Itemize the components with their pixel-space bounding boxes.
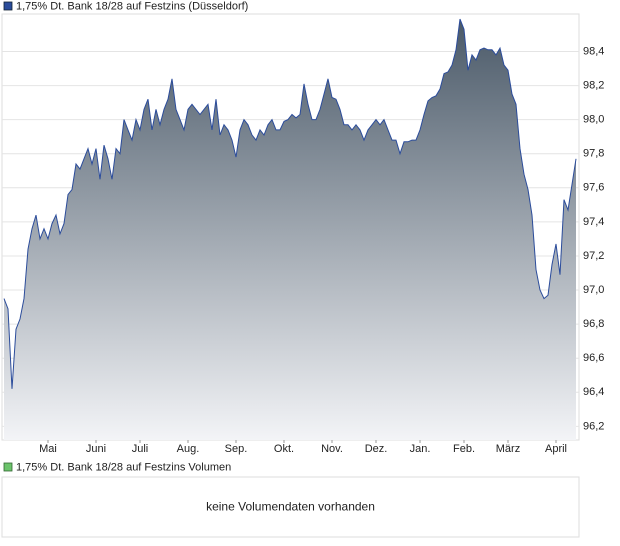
legend-swatch [3,1,13,11]
y-tick-label: 97,8 [583,148,604,160]
y-tick-label: 96,8 [583,318,604,330]
y-tick-label: 96,6 [583,352,604,364]
x-tick-label: Sep. [225,443,248,455]
legend-label: 1,75% Dt. Bank 18/28 auf Festzins Volume… [16,461,231,473]
x-tick-label: Juli [132,443,149,455]
area-fill [4,19,576,440]
price-line [3,18,577,389]
y-tick-label: 97,4 [583,216,604,228]
x-tick-label: April [545,443,567,455]
x-tick-label: Mai [39,443,57,455]
legend-label: 1,75% Dt. Bank 18/28 auf Festzins (Düsse… [16,0,248,12]
y-tick-label: 97,0 [583,284,604,296]
x-tick-label: Dez. [365,443,388,455]
y-tick-label: 96,4 [583,386,604,398]
no-data-message: keine Volumendaten vorhanden [206,500,375,514]
x-tick-label: Aug. [177,443,200,455]
y-tick-label: 97,2 [583,250,604,262]
y-tick-label: 97,6 [583,182,604,194]
y-tick-label: 96,2 [583,420,604,432]
x-tick-label: Okt. [274,443,294,455]
y-tick-label: 98,2 [583,79,604,91]
x-tick-label: März [496,443,520,455]
y-tick-label: 98,4 [583,45,604,57]
x-tick-label: Jan. [410,443,431,455]
x-tick-label: Feb. [453,443,475,455]
x-tick-label: Nov. [321,443,343,455]
x-tick-label: Juni [86,443,106,455]
y-tick-label: 98,0 [583,114,604,126]
volume-frame [1,476,580,538]
legend-swatch [3,462,13,472]
